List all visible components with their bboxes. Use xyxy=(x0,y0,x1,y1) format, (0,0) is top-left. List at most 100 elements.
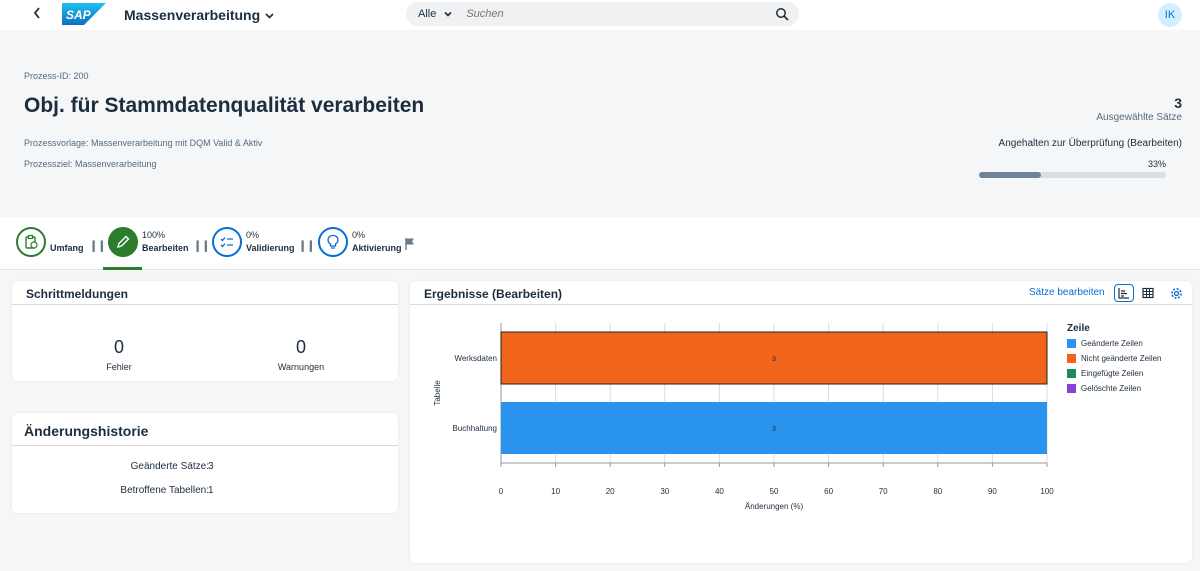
y-tick-label: Werksdaten xyxy=(454,354,497,363)
step-messages-card: Schrittmeldungen 0 Fehler 0 Warnungen xyxy=(12,281,398,381)
pause-icon: ❙❙ xyxy=(193,240,210,252)
step-circle xyxy=(16,227,46,257)
search-scope-select[interactable]: Alle xyxy=(418,8,452,20)
divider xyxy=(410,304,1192,305)
legend-item[interactable]: Geänderte Zeilen xyxy=(1067,339,1143,348)
bar xyxy=(500,331,1048,385)
edit-records-link[interactable]: Sätze bearbeiten xyxy=(1029,287,1105,298)
process-id: Prozess-ID: 200 xyxy=(24,71,89,81)
bar-chart-icon xyxy=(1118,288,1129,299)
step-circle xyxy=(212,227,242,257)
step-label: Umfang xyxy=(50,243,84,253)
x-tick-label: 20 xyxy=(606,487,615,496)
step-umfang[interactable]: Umfang xyxy=(16,227,84,257)
search-bar: Alle xyxy=(406,2,799,26)
lightbulb-icon xyxy=(327,234,339,249)
results-card: Ergebnisse (Bearbeiten) Sätze bearbeiten… xyxy=(410,281,1192,563)
checklist-icon xyxy=(220,237,233,248)
legend-item[interactable]: Nicht geänderte Zeilen xyxy=(1067,354,1162,363)
search-icon[interactable] xyxy=(775,7,789,21)
step-bearbeiten[interactable]: 100% Bearbeiten xyxy=(108,227,189,257)
process-steps: Umfang ❙❙ 100% Bearbeiten ❙❙ 0% Validier… xyxy=(0,217,1200,270)
step-label: Bearbeiten xyxy=(142,243,189,253)
step-percent: 0% xyxy=(352,230,366,240)
step-aktivierung[interactable]: 0% Aktivierung xyxy=(318,227,402,257)
legend-item[interactable]: Eingefügte Zeilen xyxy=(1067,369,1143,378)
divider xyxy=(12,304,398,305)
step-percent: 0% xyxy=(246,230,260,240)
table-icon xyxy=(1142,287,1154,299)
history-value-tables: 1 xyxy=(208,485,214,496)
x-axis-label: Änderungen (%) xyxy=(745,502,804,511)
legend-item[interactable]: Gelöschte Zeilen xyxy=(1067,384,1141,393)
avatar[interactable]: IK xyxy=(1158,3,1182,27)
shell-bar: SAP Massenverarbeitung Alle IK xyxy=(0,0,1200,30)
active-step-indicator xyxy=(103,267,142,270)
step-percent: 100% xyxy=(142,230,166,240)
legend-swatch xyxy=(1067,354,1076,363)
table-view-button[interactable] xyxy=(1138,284,1158,302)
y-tick-label: Buchhaltung xyxy=(453,424,497,433)
selected-label: Ausgewählte Sätze xyxy=(1096,112,1182,123)
results-chart: 0 10 20 30 40 50 60 70 80 90 100 3 Werksdaten 3 Buchha… xyxy=(433,323,1054,511)
step-label: Validierung xyxy=(246,243,295,253)
flag-icon xyxy=(405,238,414,250)
step-validierung[interactable]: 0% Validierung xyxy=(212,227,295,257)
app-title: Massenverarbeitung xyxy=(124,7,261,23)
progress-percent: 33% xyxy=(1147,159,1166,169)
search-input[interactable] xyxy=(466,8,757,20)
legend-swatch xyxy=(1067,369,1076,378)
bar xyxy=(501,402,1047,454)
svg-text:SAP: SAP xyxy=(66,8,92,22)
legend-swatch xyxy=(1067,339,1076,348)
history-card: Änderungshistorie Geänderte Sätze: 3 Bet… xyxy=(12,413,398,513)
x-tick-label: 60 xyxy=(824,487,833,496)
sap-logo[interactable]: SAP xyxy=(62,3,106,25)
x-tick-label: 80 xyxy=(933,487,942,496)
data-label: 3 xyxy=(772,426,776,433)
x-tick-label: 50 xyxy=(770,487,779,496)
legend-label: Gelöschte Zeilen xyxy=(1081,384,1142,393)
x-tick-label: 0 xyxy=(499,487,504,496)
errors-label: Fehler xyxy=(106,362,132,372)
legend-label: Geänderte Zeilen xyxy=(1081,339,1143,348)
app-title-menu[interactable]: Massenverarbeitung xyxy=(124,7,274,23)
selected-count: 3 xyxy=(1174,95,1182,111)
legend-swatch xyxy=(1067,384,1076,393)
warnings-label: Warnungen xyxy=(277,362,325,372)
legend-label: Nicht geänderte Zeilen xyxy=(1081,354,1162,363)
history-label-changed: Geänderte Sätze: xyxy=(130,461,209,472)
back-button[interactable] xyxy=(32,6,42,23)
settings-button[interactable] xyxy=(1166,284,1186,302)
chevron-down-icon xyxy=(444,11,452,17)
pause-icon: ❙❙ xyxy=(298,240,315,252)
pencil-icon xyxy=(116,235,130,249)
step-circle xyxy=(108,227,138,257)
page-title: Obj. für Stammdatenqualität verarbeiten xyxy=(24,94,425,117)
pause-icon: ❙❙ xyxy=(89,240,106,252)
divider xyxy=(12,445,398,446)
progress-fill xyxy=(979,172,1041,178)
chart-view-button[interactable] xyxy=(1114,284,1134,302)
search-scope-value: Alle xyxy=(418,8,437,20)
process-template: Prozessvorlage: Massenverarbeitung mit D… xyxy=(24,138,263,148)
y-axis-label: Tabelle xyxy=(433,380,442,406)
x-tick-label: 30 xyxy=(660,487,669,496)
clipboard-icon xyxy=(25,234,38,249)
step-circle xyxy=(318,227,348,257)
x-tick-label: 100 xyxy=(1040,487,1054,496)
legend-title: Zeile xyxy=(1067,323,1090,334)
warnings-count[interactable]: 0 xyxy=(295,337,306,357)
gear-icon xyxy=(1170,287,1182,299)
errors-count[interactable]: 0 xyxy=(113,337,124,357)
progress-bar xyxy=(979,172,1166,178)
chevron-left-icon xyxy=(33,7,40,19)
object-header xyxy=(0,30,1200,217)
x-tick-label: 70 xyxy=(879,487,888,496)
step-percent xyxy=(50,227,84,241)
history-label-tables: Betroffene Tabellen: xyxy=(120,485,209,496)
chevron-down-icon xyxy=(265,12,274,19)
process-goal: Prozessziel: Massenverarbeitung xyxy=(24,159,157,169)
x-tick-label: 40 xyxy=(715,487,724,496)
results-title: Ergebnisse (Bearbeiten) xyxy=(424,287,563,301)
